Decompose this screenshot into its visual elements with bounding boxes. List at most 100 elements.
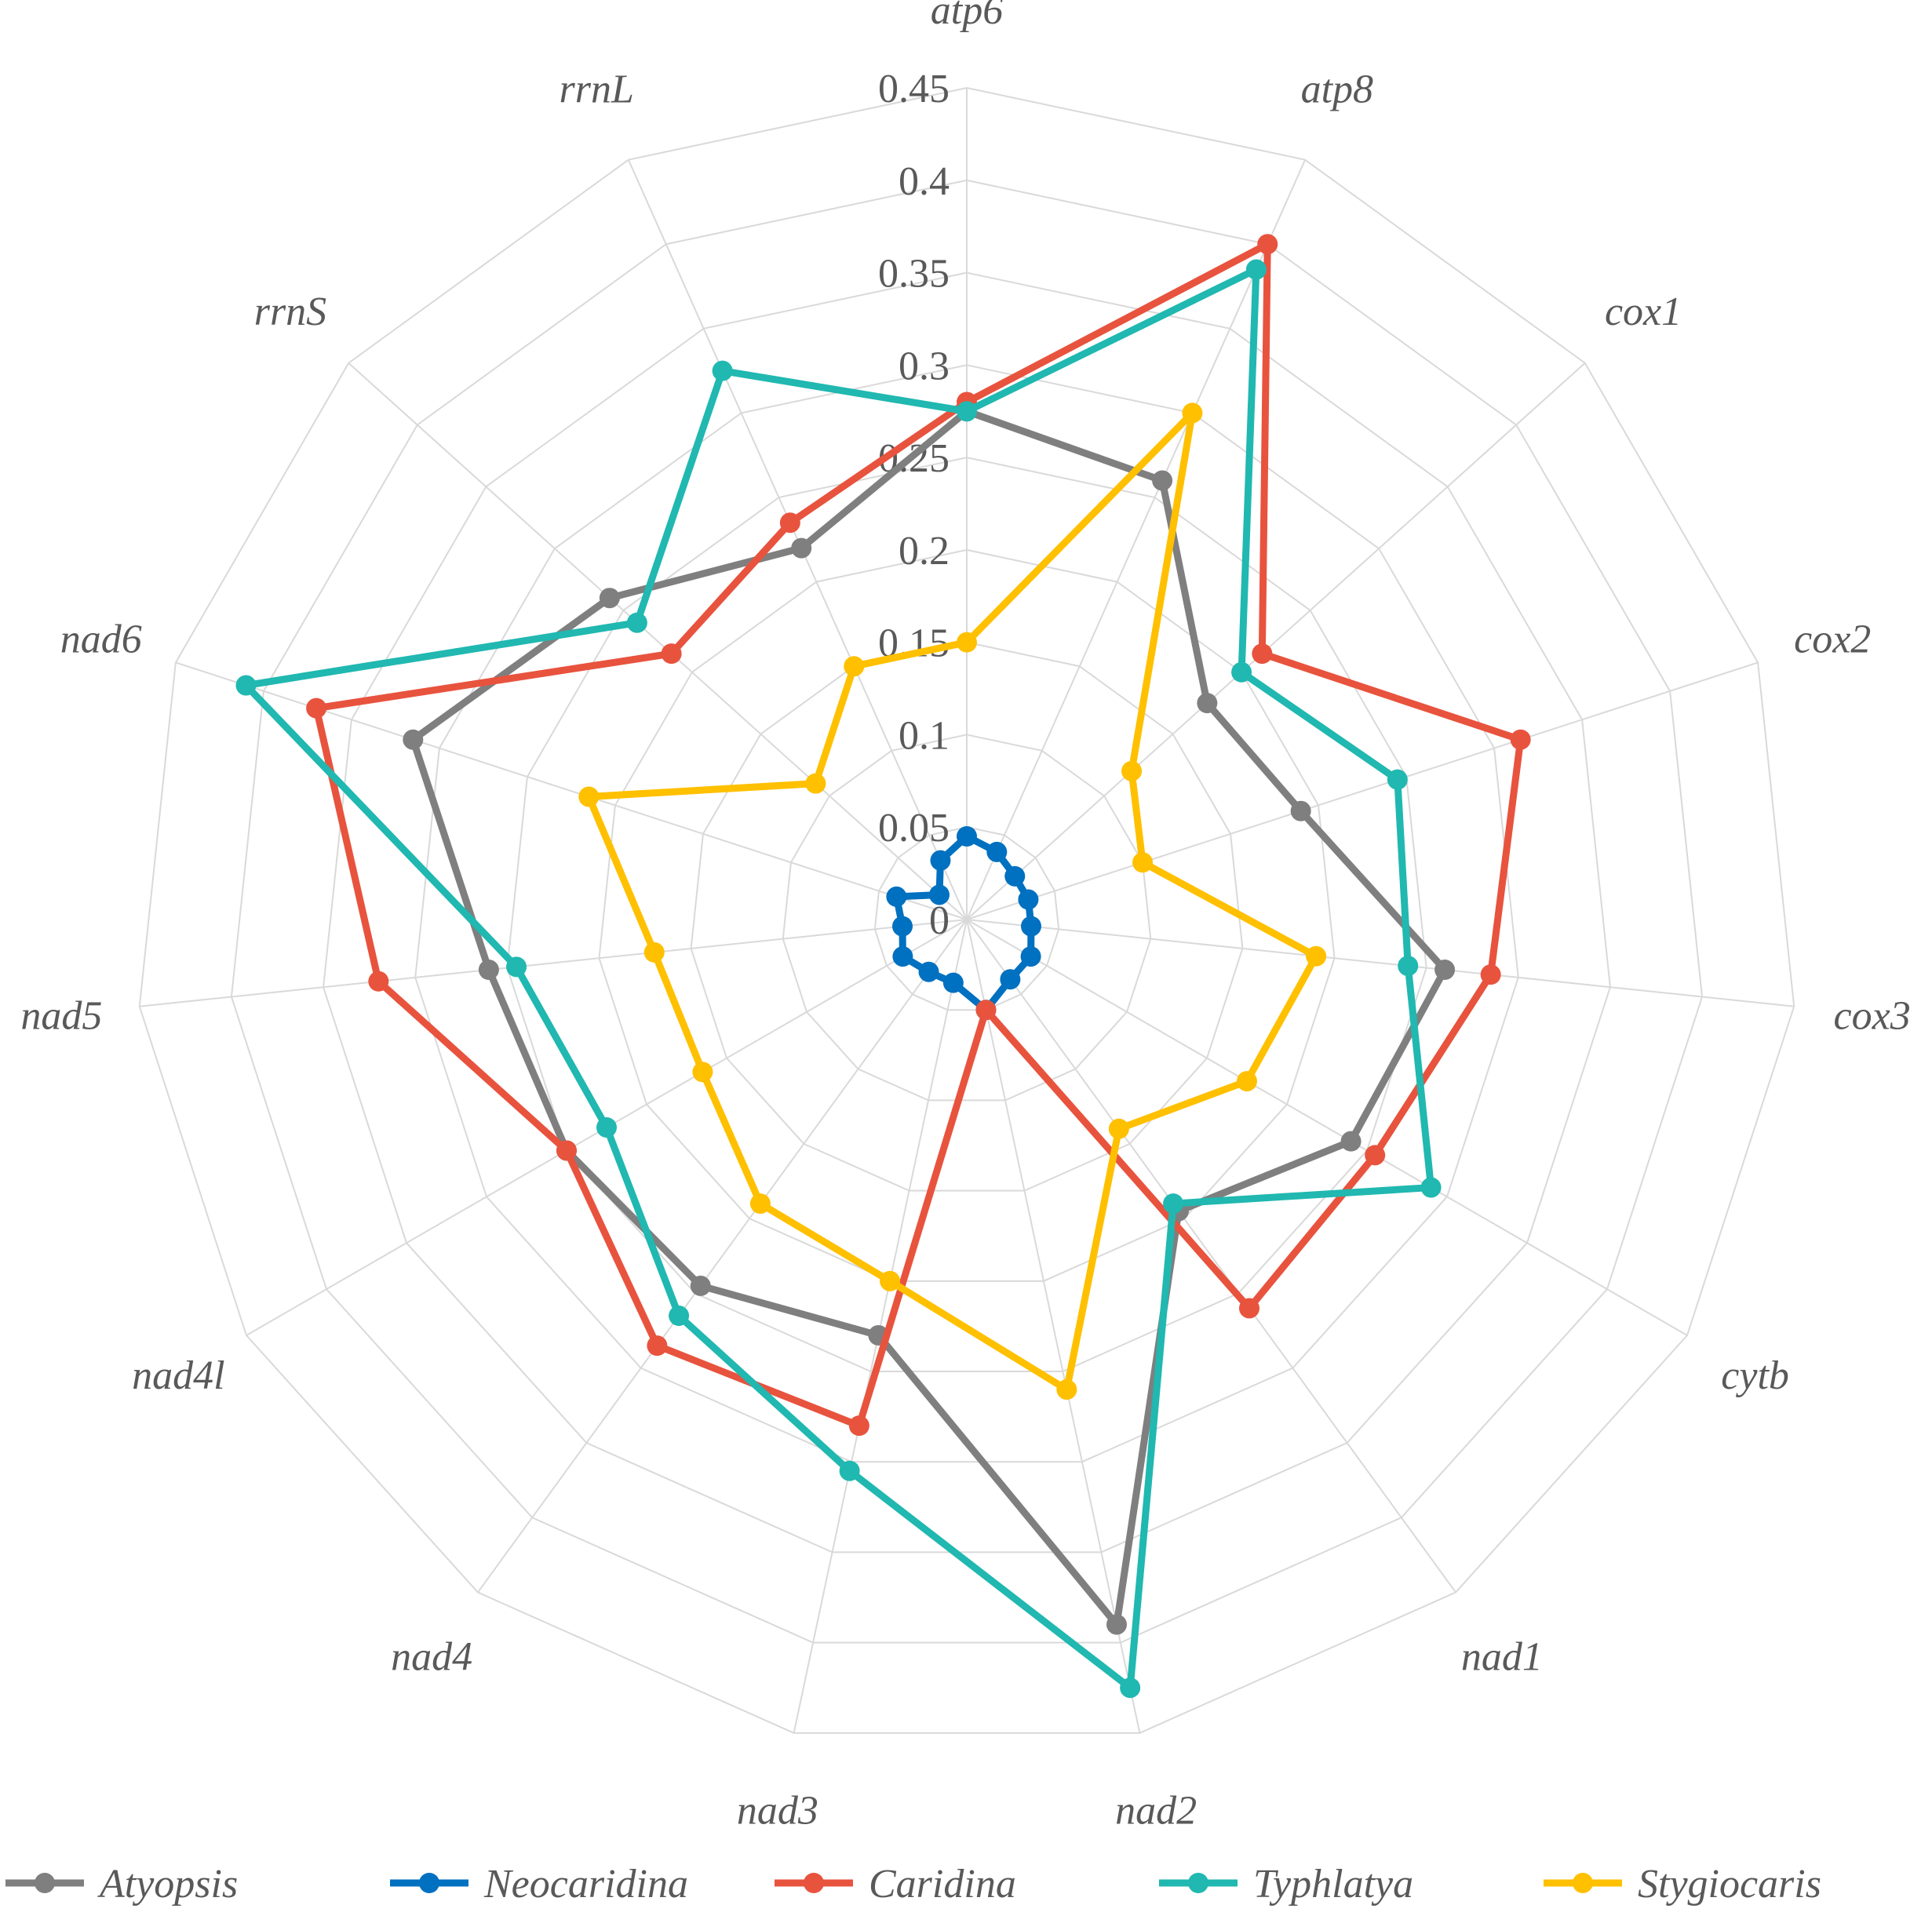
axis-spoke (966, 919, 1688, 1336)
category-label-nad4: nad4 (391, 1634, 472, 1679)
legend-swatch-marker (35, 1873, 55, 1893)
data-point (1340, 1131, 1362, 1152)
data-point (647, 1335, 668, 1357)
series-neocaridina (886, 826, 1041, 1021)
legend-label: Caridina (869, 1862, 1016, 1907)
legend-item: Neocaridina (390, 1862, 688, 1907)
category-label-rrnS: rrnS (254, 290, 326, 334)
data-point (1152, 470, 1173, 491)
data-point (1020, 946, 1041, 967)
grid-ring (506, 457, 1427, 1373)
data-point (848, 1415, 869, 1437)
series-line (312, 240, 1525, 1430)
category-label-nad1: nad1 (1461, 1634, 1543, 1679)
data-point (1398, 956, 1419, 977)
category-label-cox3: cox3 (1834, 993, 1911, 1038)
category-label-atp8: atp8 (1301, 67, 1373, 111)
data-point (1108, 1118, 1129, 1139)
data-point (844, 656, 865, 677)
data-point (1236, 1071, 1257, 1092)
data-point (1306, 945, 1327, 967)
data-point (368, 971, 389, 992)
legend: Atyopsis Neocaridina Caridina Typhlatya Styg… (5, 1862, 1821, 1907)
axis-spoke (966, 919, 1795, 1007)
data-point (749, 1193, 771, 1215)
data-point (1365, 1145, 1386, 1166)
data-point (599, 588, 620, 609)
data-point (235, 675, 257, 696)
grid-ring (598, 548, 1336, 1282)
data-point (1245, 259, 1267, 280)
series-atyopsis (403, 401, 1456, 1635)
category-label-nad5: nad5 (20, 993, 102, 1038)
category-label-atp6: atp6 (931, 0, 1003, 33)
data-point (892, 946, 913, 967)
data-point (930, 850, 951, 871)
series-layer (235, 234, 1531, 1699)
data-point (596, 1117, 618, 1138)
legend-swatch-marker (1188, 1873, 1208, 1893)
series-stygiocaris (578, 402, 1327, 1400)
data-point (957, 826, 977, 847)
data-point (661, 643, 682, 665)
axis-spoke (966, 661, 1759, 920)
data-point (1020, 916, 1041, 937)
tick-label: 0.3 (899, 344, 950, 388)
data-point (506, 956, 527, 978)
axis-spoke (966, 159, 1307, 920)
data-point (839, 1460, 860, 1481)
grid-ring (323, 271, 1611, 1553)
data-point (805, 773, 826, 794)
data-point (1480, 964, 1501, 985)
series-caridina (306, 234, 1531, 1437)
data-point (1056, 1379, 1077, 1400)
legend-label: Stygiocaris (1638, 1862, 1821, 1907)
legend-item: Typhlatya (1159, 1862, 1413, 1907)
data-point (578, 786, 600, 807)
tick-label: 0.4 (899, 159, 950, 204)
data-point (626, 612, 647, 633)
data-point (306, 697, 327, 719)
data-point (1238, 1298, 1259, 1319)
series-line (242, 266, 1435, 1692)
series-line (892, 832, 1035, 1014)
series-line (409, 407, 1449, 1629)
category-label-nad3: nad3 (737, 1789, 818, 1834)
data-point (1182, 402, 1203, 424)
tick-label: 0 (929, 898, 950, 943)
legend-swatch-marker (419, 1873, 439, 1893)
tick-labels: 00.050.10.150.20.250.30.350.40.45 (878, 67, 950, 943)
axis-spoke (139, 919, 968, 1007)
data-point (1163, 1193, 1184, 1215)
legend-swatch-marker (1573, 1873, 1593, 1893)
data-point (1257, 234, 1278, 255)
data-point (1018, 889, 1039, 910)
category-label-nad4l: nad4l (132, 1353, 224, 1398)
grid-ring (230, 179, 1704, 1644)
legend-item: Atyopsis (5, 1862, 238, 1907)
grid-layer (138, 86, 1795, 1734)
data-point (880, 1270, 901, 1291)
data-point (779, 512, 800, 534)
tick-label: 0.05 (878, 806, 950, 850)
category-label-rrnL: rrnL (559, 67, 633, 111)
series-typhlatya (235, 259, 1442, 1699)
grid-ring (690, 641, 1244, 1192)
data-point (1387, 769, 1408, 790)
data-point (986, 841, 1008, 862)
data-point (478, 960, 499, 981)
tick-label: 0.45 (878, 67, 950, 111)
data-point (1120, 1677, 1141, 1699)
data-point (886, 886, 907, 907)
data-point (403, 729, 424, 750)
tick-label: 0.35 (878, 252, 950, 297)
legend-label: Neocaridina (483, 1862, 688, 1907)
data-point (1197, 693, 1218, 714)
data-point (957, 632, 977, 653)
data-point (690, 1275, 711, 1296)
data-point (1290, 800, 1311, 821)
data-point (556, 1140, 578, 1161)
category-label-nad6: nad6 (60, 617, 142, 662)
